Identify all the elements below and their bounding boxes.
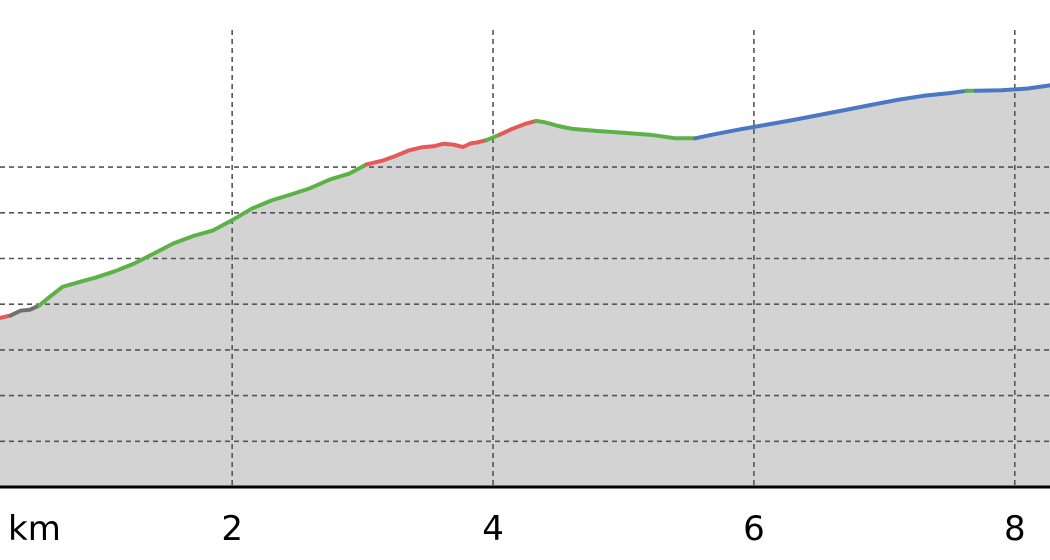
profile-segment-green [37,162,369,308]
profile-segment-blue [973,83,1050,93]
profile-area-layer [0,85,1050,488]
x-tick-label: 8 [1004,509,1026,549]
x-tick-label: 6 [743,509,765,549]
grid-layer [0,30,1050,487]
profile-segment-green [484,132,502,143]
profile-segment-red [497,118,539,137]
profile-segment-gray [8,303,42,318]
profile-segment-blue [693,88,969,141]
profile-area [0,85,1050,488]
x-tick-label: 2 [221,509,243,549]
x-tick-labels: km 2 4 6 8 [8,509,1026,549]
profile-segment-green [534,118,698,141]
profile-segment-red [364,138,489,167]
x-axis-unit-label: km [8,509,61,549]
profile-line-layer [0,83,1050,320]
x-tick-label: 4 [482,509,504,549]
